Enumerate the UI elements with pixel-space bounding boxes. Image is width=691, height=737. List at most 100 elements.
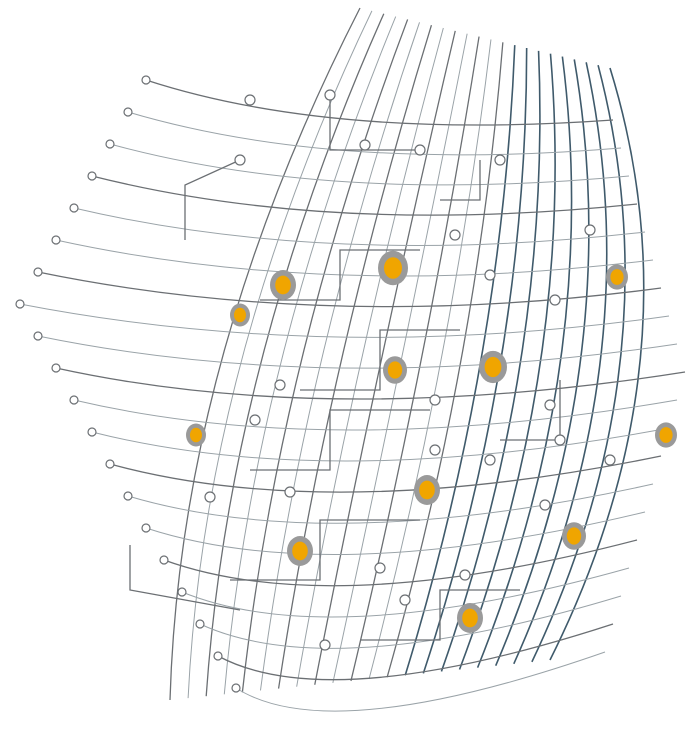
line-end-node [105,459,115,469]
junction-node [554,434,566,446]
line-end-node [87,171,97,181]
circuit-line [250,409,430,471]
line-end-node [51,363,61,373]
junction-node [449,229,461,241]
parallel [217,623,614,681]
circuit-line [440,160,481,201]
line-end-node [141,523,151,533]
junction-node [249,414,261,426]
junction-node [544,399,556,411]
meridian [169,7,361,701]
line-end-node [177,587,187,597]
parallel [55,239,654,277]
meridian [314,30,456,685]
parallel [127,111,622,156]
line-end-node [69,395,79,405]
hub-dot [387,361,403,379]
junction-node [429,444,441,456]
meridian [205,13,385,697]
circuit-line [300,329,460,391]
meridian [259,22,420,691]
parallel [73,399,678,431]
parallel [109,455,662,493]
highlight-nodes [186,250,677,633]
line-end-node [87,427,97,437]
junction-node [284,486,296,498]
line-end-node [105,139,115,149]
line-end-node [123,491,133,501]
meridian [458,53,556,670]
junction-node [414,144,426,156]
hub-dot [566,527,582,545]
junction-node [494,154,506,166]
parallel [73,207,646,246]
meridian [476,56,573,668]
parallel [163,539,638,587]
junction-node [429,394,441,406]
line-end-node [33,267,43,277]
parallel [19,303,670,338]
junction-node [204,491,216,503]
meridian [223,16,397,695]
meridian [513,62,608,665]
parallel [181,567,630,618]
parallel [37,271,662,308]
hub-dot [384,257,402,279]
hub-dot [462,608,478,628]
meridian [440,50,541,672]
meridian [296,27,444,687]
meridian [494,59,590,667]
junction-node [459,569,471,581]
junction-node [484,454,496,466]
junction-node [274,379,286,391]
line-end-node [195,619,205,629]
line-end-node [33,331,43,341]
hub-dot [275,275,291,295]
junction-node [539,499,551,511]
network-lines [19,7,686,712]
junction-node [584,224,596,236]
meridian [350,36,480,682]
network-nodes [15,75,616,693]
meridian [241,19,409,693]
hub-dot [610,269,624,285]
parallel [91,175,638,216]
junction-node [324,89,336,101]
line-end-node [51,235,61,245]
hub-dot [484,356,502,378]
junction-node [549,294,561,306]
line-end-node [141,75,151,85]
junction-node [359,139,371,151]
meridian [531,64,626,663]
circuit-line [329,95,420,151]
parallel [235,651,606,712]
parallel [37,335,678,369]
hub-dot [659,427,673,443]
line-end-node [213,651,223,661]
meridian [386,42,504,678]
circuit-line [260,249,420,301]
meridian [277,24,433,689]
parallel [199,595,622,649]
parallel [109,143,630,186]
circuit-line [184,159,241,240]
circuit-line [230,519,420,581]
hub-dot [234,307,246,323]
parallel [55,367,686,400]
junction-node [234,154,246,166]
parallel [145,511,646,555]
circuit-line [360,589,520,641]
line-end-node [231,683,241,693]
hub-dot [419,480,435,500]
hub-dot [292,541,308,561]
junction-node [374,562,386,574]
junction-node [484,269,496,281]
junction-node [244,94,256,106]
junction-node [399,594,411,606]
parallel [145,79,614,126]
parallel [127,483,654,524]
circuit-line [129,545,241,611]
hub-dot [190,427,202,443]
line-end-node [15,299,25,309]
